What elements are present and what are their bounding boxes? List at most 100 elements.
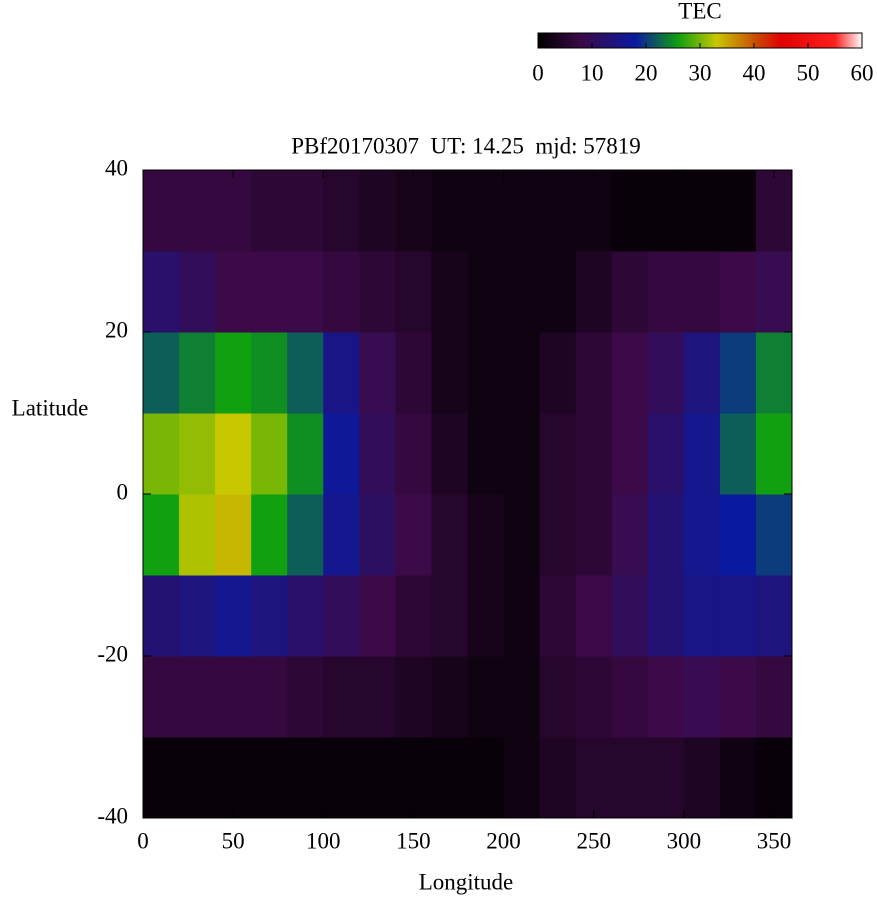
heatmap-cell: [251, 413, 288, 495]
heatmap-cell: [215, 494, 252, 576]
colorbar-tick-label: 40: [743, 60, 766, 85]
heatmap-cell: [503, 575, 541, 657]
heatmap-cell: [395, 656, 432, 738]
heatmap-cell: [251, 656, 288, 738]
colorbar-segment: [635, 33, 679, 48]
heatmap-cell: [647, 737, 685, 819]
heatmap-cell: [683, 737, 721, 819]
heatmap-cell: [215, 332, 252, 414]
heatmap-cell: [539, 575, 577, 657]
heatmap-cell: [647, 575, 685, 657]
heatmap-cell: [143, 656, 180, 738]
heatmap-cell: [323, 575, 360, 657]
heatmap-cell: [539, 170, 577, 252]
heatmap-cell: [719, 332, 757, 414]
heatmap-cell: [287, 737, 324, 819]
colorbar-segment: [678, 33, 717, 48]
x-axis-label: Longitude: [419, 869, 514, 894]
colorbar-label: TEC: [678, 0, 721, 23]
colorbar-segment: [835, 33, 863, 48]
x-tick-label: 100: [306, 828, 341, 853]
heatmap-cell: [503, 413, 541, 495]
heatmap-cell: [539, 332, 577, 414]
heatmap-cell: [647, 656, 685, 738]
x-tick-label: 150: [396, 828, 431, 853]
heatmap-cell: [503, 251, 541, 333]
heatmap-cell: [359, 251, 396, 333]
heatmap-cell: [683, 494, 721, 576]
heatmap-cell: [323, 737, 360, 819]
heatmap-cell: [575, 332, 613, 414]
heatmap-cell: [179, 737, 216, 819]
heatmap-cell: [503, 494, 541, 576]
y-tick-label: -20: [97, 641, 128, 666]
heatmap-cell: [395, 413, 432, 495]
heatmap-cell: [719, 575, 757, 657]
heatmap-cell: [251, 494, 288, 576]
heatmap-cell: [359, 332, 396, 414]
heatmap-cell: [647, 170, 685, 252]
heatmap-cell: [575, 575, 613, 657]
chart-title: PBf20170307 UT: 14.25 mjd: 57819: [291, 133, 641, 158]
heatmap-cell: [755, 170, 793, 252]
heatmap-cell: [575, 737, 613, 819]
colorbar-segment: [538, 33, 582, 48]
heatmap-cell: [539, 656, 577, 738]
heatmap-cell: [143, 494, 180, 576]
heatmap-cell: [359, 170, 396, 252]
y-tick-label: -40: [97, 803, 128, 828]
heatmap-cell: [395, 575, 432, 657]
heatmap-cell: [683, 170, 721, 252]
heatmap-cell: [143, 332, 180, 414]
heatmap-cell: [287, 575, 324, 657]
heatmap-cell: [143, 575, 180, 657]
heatmap-cell: [215, 251, 252, 333]
heatmap-cell: [683, 575, 721, 657]
heatmap-cell: [431, 251, 468, 333]
heatmap-cell: [467, 575, 505, 657]
heatmap-cell: [323, 251, 360, 333]
heatmap-cell: [467, 251, 505, 333]
heatmap-cell: [503, 332, 541, 414]
heatmap-cell: [683, 251, 721, 333]
heatmap-cell: [179, 575, 216, 657]
colorbar-tick-label: 0: [532, 60, 544, 85]
heatmap-cell: [287, 251, 324, 333]
heatmap-cell: [287, 656, 324, 738]
heatmap-cell: [287, 170, 324, 252]
heatmap-cell: [755, 575, 793, 657]
heatmap-cell: [503, 170, 541, 252]
heatmap-cell: [323, 656, 360, 738]
heatmap-cell: [323, 332, 360, 414]
heatmap-cell: [467, 494, 505, 576]
heatmap-cell: [143, 170, 180, 252]
heatmap-cell: [323, 413, 360, 495]
colorbar-segment: [781, 33, 836, 48]
heatmap-cell: [359, 494, 396, 576]
heatmap-cell: [251, 251, 288, 333]
heatmap-cell: [179, 413, 216, 495]
heatmap-cell: [359, 575, 396, 657]
heatmap-cell: [179, 494, 216, 576]
colorbar-tick-label: 30: [689, 60, 712, 85]
heatmap-cell: [575, 413, 613, 495]
heatmap-cell: [719, 413, 757, 495]
heatmap-cell: [179, 656, 216, 738]
heatmap-cell: [143, 737, 180, 819]
heatmap-cell: [539, 251, 577, 333]
colorbar-segment: [754, 33, 782, 48]
x-tick-label: 250: [576, 828, 611, 853]
heatmap-cell: [251, 332, 288, 414]
heatmap-cell: [611, 575, 649, 657]
x-tick-label: 300: [667, 828, 702, 853]
colorbar-segment: [716, 33, 755, 48]
heatmap-cell: [251, 737, 288, 819]
heatmap-cell: [755, 494, 793, 576]
heatmap-cell: [467, 656, 505, 738]
heatmap-cell: [359, 737, 396, 819]
heatmap-cell: [359, 656, 396, 738]
heatmap-cell: [683, 332, 721, 414]
heatmap-cell: [575, 494, 613, 576]
y-axis-label: Latitude: [12, 395, 89, 420]
heatmap-cell: [719, 251, 757, 333]
